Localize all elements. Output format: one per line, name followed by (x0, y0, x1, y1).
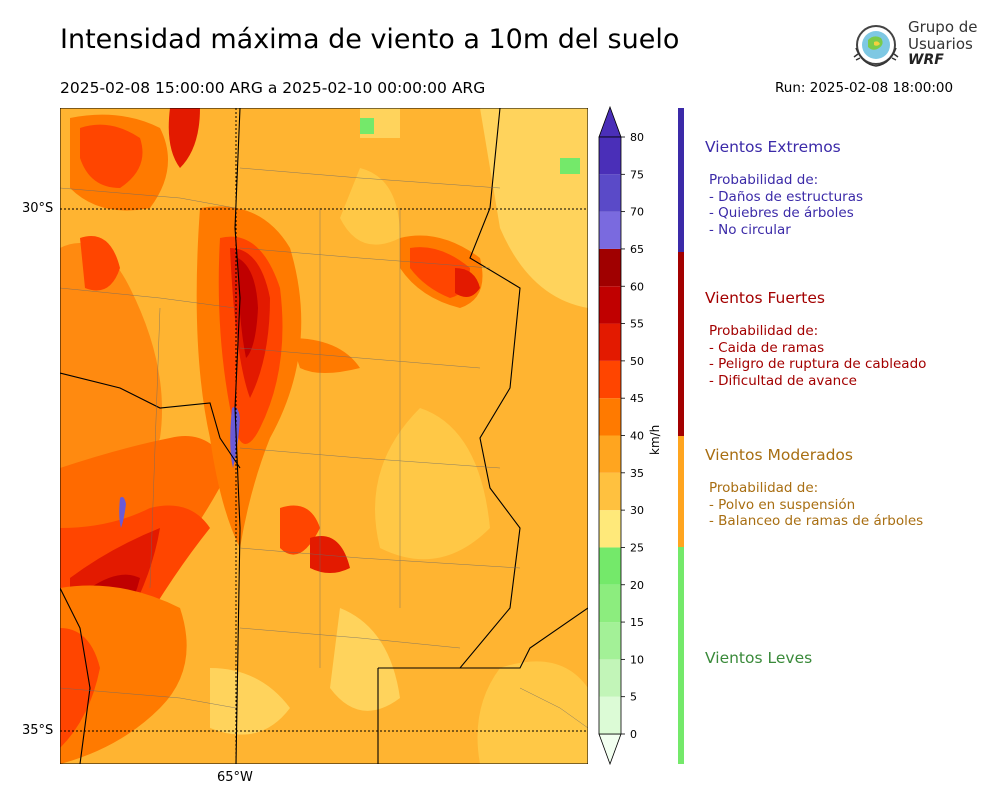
colorbar-tick-label: 25 (630, 541, 644, 554)
colorbar-tick-label: 60 (630, 280, 644, 293)
colorbar-segment (599, 547, 621, 585)
wind-intensity-map (60, 108, 588, 764)
category-strong: Vientos Fuertes Probabilidad de: - Caida… (705, 289, 926, 389)
category-line: Probabilidad de: (709, 323, 819, 339)
category-line: Probabilidad de: (709, 172, 819, 188)
category-line: - Peligro de ruptura de cableado (709, 356, 927, 372)
colorbar-tick-label: 45 (630, 392, 644, 405)
colorbar-segment (599, 435, 621, 473)
colorbar-segment (599, 286, 621, 324)
category-description: Probabilidad de: - Caida de ramas - Peli… (709, 323, 926, 389)
colorbar-extend-low (598, 733, 622, 766)
colorbar-tick-label: 5 (630, 691, 637, 704)
colorbar-tick-label: 30 (630, 504, 644, 517)
colorbar-segment (599, 472, 621, 511)
colorbar-segment (599, 659, 621, 697)
globe-icon (853, 25, 899, 67)
category-line: - Caida de ramas (709, 339, 825, 356)
colorbar-segment (599, 510, 621, 548)
colorbar-tick-label: 50 (630, 355, 644, 368)
colorbar-segment (599, 360, 621, 399)
category-strip-moderate (678, 436, 684, 547)
colorbar-tick-label: 35 (630, 467, 644, 480)
colorbar-tick-label: 15 (630, 616, 644, 629)
wind-field-svg (60, 108, 588, 764)
colorbar-unit-label: km/h (648, 424, 662, 455)
category-line: - Polvo en suspensión (709, 496, 856, 513)
category-line: - Quiebres de árboles (709, 205, 854, 221)
category-line: - Dificultad de avance (709, 372, 857, 389)
colorbar-tick-label: 0 (630, 728, 637, 741)
logo-text: Usuarios (908, 35, 973, 53)
category-title: Vientos Extremos (705, 138, 841, 156)
colorbar-segment (599, 323, 621, 361)
colorbar-segment (599, 137, 621, 175)
category-title: Vientos Leves (705, 649, 813, 667)
colorbar-tick-label: 55 (630, 318, 644, 331)
category-description: Probabilidad de: - Polvo en suspensión -… (709, 480, 923, 530)
colorbar-extend-high (598, 105, 622, 138)
colorbar-tick-label: 10 (630, 653, 644, 666)
colorbar-segment (599, 398, 621, 436)
run-timestamp: Run: 2025-02-08 18:00:00 (775, 80, 954, 96)
category-title: Vientos Fuertes (705, 289, 825, 307)
colorbar-tick-label: 75 (630, 168, 644, 181)
colorbar-tick-label: 80 (630, 131, 644, 144)
grupo-usuarios-wrf-logo: Grupo de Usuarios WRF (848, 18, 978, 74)
colorbar-svg: 0 5 10 15 20 25 30 35 40 45 50 55 60 65 70 75 80 (598, 105, 644, 766)
colorbar-tick-label: 65 (630, 243, 644, 256)
colorbar-tick-label: 70 (630, 206, 644, 219)
colorbar-segment (599, 211, 621, 249)
logo-text: Grupo de (908, 18, 978, 36)
category-line: - No circular (709, 221, 791, 238)
category-strip-extreme (678, 108, 684, 252)
colorbar-segment (599, 174, 621, 212)
category-line: - Balanceo de ramas de árboles (709, 513, 924, 529)
category-title: Vientos Moderados (705, 446, 853, 464)
colorbar-segment (599, 622, 621, 660)
category-moderate: Vientos Moderados Probabilidad de: - Pol… (705, 446, 923, 530)
category-line: Probabilidad de: (709, 480, 819, 496)
colorbar-segment (599, 584, 621, 623)
category-description: Probabilidad de: - Daños de estructuras … (709, 172, 863, 238)
colorbar-segment (599, 248, 621, 287)
forecast-period: 2025-02-08 15:00:00 ARG a 2025-02-10 00:… (60, 79, 486, 97)
category-line: - Daños de estructuras (709, 188, 864, 205)
wind-colorbar: 0 5 10 15 20 25 30 35 40 45 50 55 60 65 70 75 80 (597, 105, 657, 773)
colorbar-segment (599, 696, 621, 734)
category-strip-strong (678, 252, 684, 436)
category-light: Vientos Leves (705, 649, 812, 667)
colorbar-tick-label: 40 (630, 430, 644, 443)
latitude-label: 35°S (22, 723, 54, 738)
logo-text: WRF (908, 52, 944, 68)
colorbar-tick-label: 20 (630, 579, 644, 592)
latitude-label: 30°S (22, 201, 54, 216)
category-extreme: Vientos Extremos Probabilidad de: - Daño… (705, 138, 863, 238)
longitude-label: 65°W (217, 770, 253, 785)
category-strip-light (678, 547, 684, 764)
chart-title: Intensidad máxima de viento a 10m del su… (60, 24, 680, 55)
